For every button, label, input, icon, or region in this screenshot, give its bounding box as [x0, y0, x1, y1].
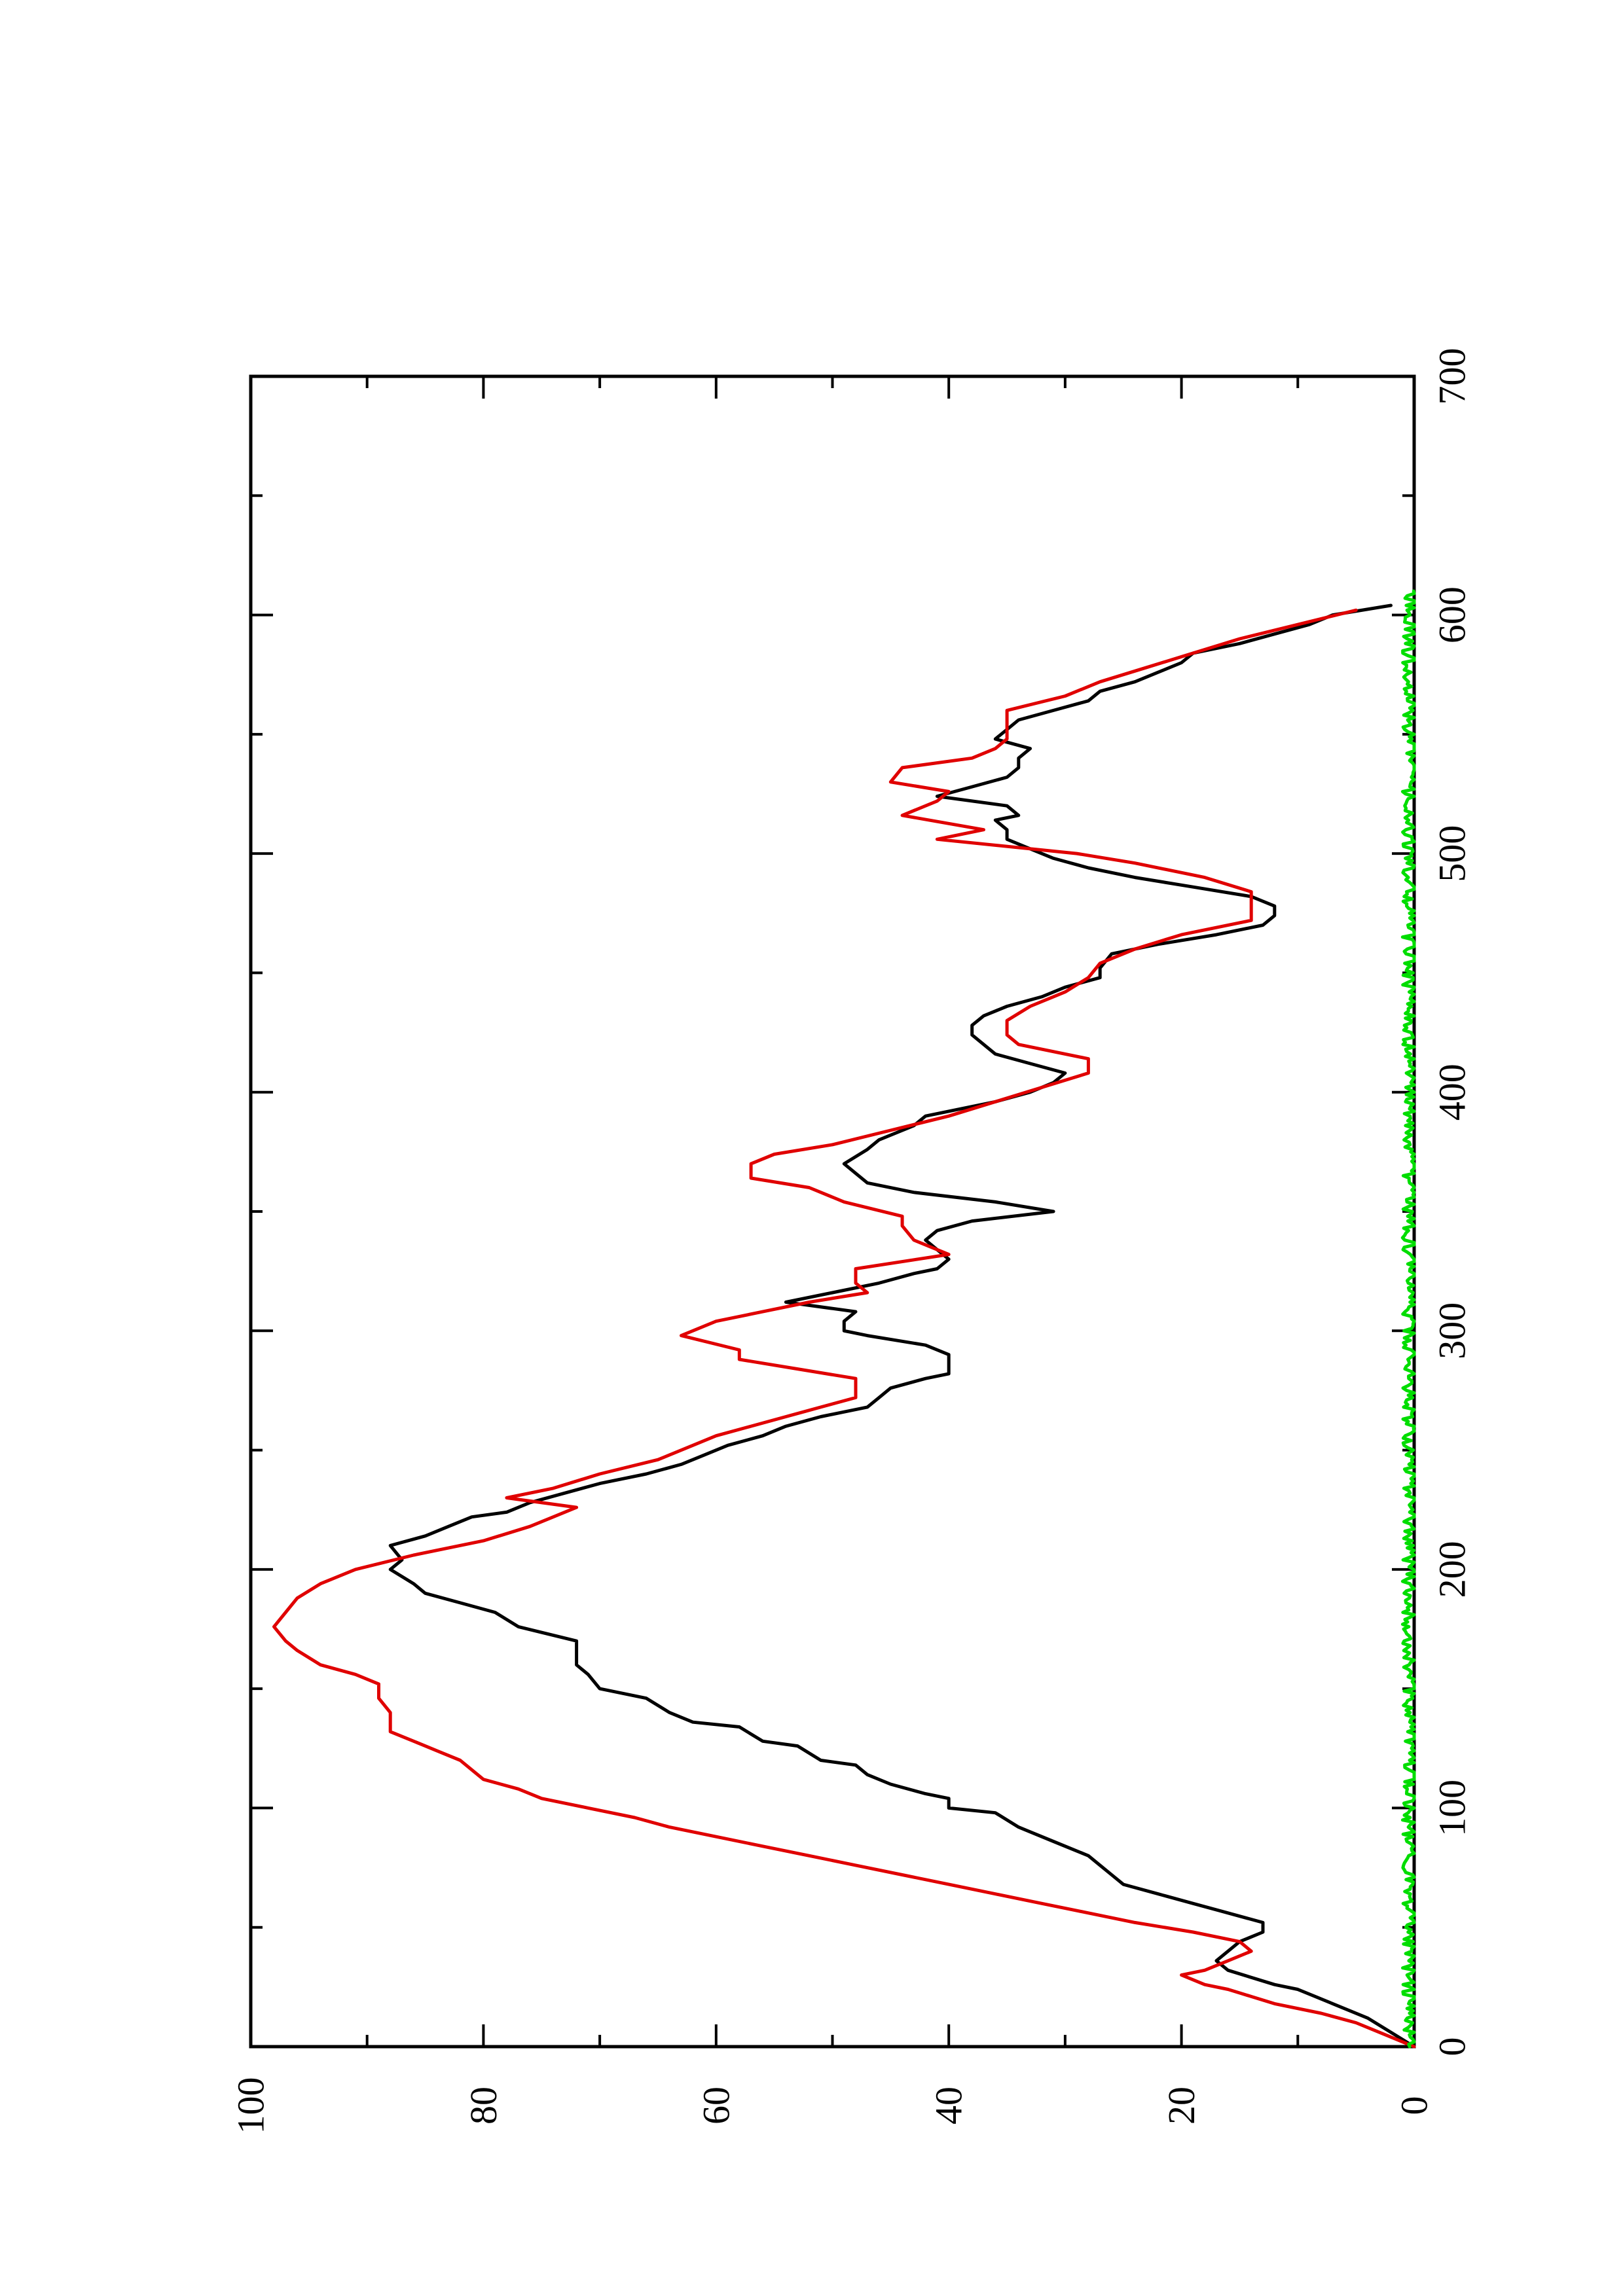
series-group — [272, 589, 1416, 2049]
y-tick-label: 0 — [1393, 2096, 1436, 2115]
tick-labels: 0 100 200 300 400 500 600 700 0 20 40 60 80 100 — [230, 348, 1474, 2134]
red-series-line — [272, 608, 1416, 2049]
axes — [249, 374, 1416, 2049]
x-tick-label: 200 — [1431, 1541, 1474, 1598]
x-tick-label: 0 — [1431, 2037, 1474, 2056]
x-tick-label: 500 — [1431, 825, 1474, 882]
x-tick-label: 400 — [1431, 1064, 1474, 1121]
black-series-line — [388, 603, 1416, 2049]
green-series-line — [1400, 589, 1416, 2049]
x-tick-label: 100 — [1431, 1780, 1474, 1837]
x-tick-label: 700 — [1431, 348, 1474, 405]
x-tick-label: 600 — [1431, 586, 1474, 643]
x-tick-label: 300 — [1431, 1302, 1474, 1359]
y-tick-label: 100 — [230, 2077, 272, 2134]
y-tick-label: 60 — [695, 2087, 737, 2125]
y-tick-label: 40 — [928, 2087, 970, 2125]
y-tick-label: 80 — [462, 2087, 505, 2125]
plot-frame — [249, 374, 1416, 2049]
y-tick-label: 20 — [1160, 2087, 1203, 2125]
